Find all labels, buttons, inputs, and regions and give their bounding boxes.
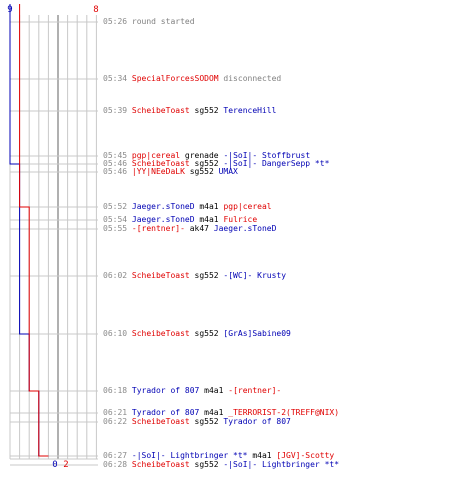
player-name: ScheibeToast [131, 159, 190, 168]
event-time: 06:21 [103, 408, 132, 417]
event-time: 05:52 [103, 202, 132, 211]
event-time: 05:34 [103, 74, 132, 83]
blue-start-score: 9 [7, 5, 12, 15]
player-name: -[rentner]- [131, 224, 185, 233]
player-name: [GrAs]Sabine09 [223, 329, 291, 338]
event-time: 06:27 [103, 451, 132, 460]
event-time: 05:46 [103, 159, 132, 168]
event-row: 06:10 ScheibeToast sg552 [GrAs]Sabine09 [103, 330, 291, 338]
player-name: pgp|cereal [131, 151, 181, 160]
weapon-name: sg552 [189, 329, 224, 338]
event-time: 05:46 [103, 167, 132, 176]
player-name: ScheibeToast [131, 329, 190, 338]
event-row: 06:02 ScheibeToast sg552 -[WC]- Krusty [103, 272, 286, 280]
blue-end-score: 0 [52, 460, 57, 470]
weapon-name: sg552 [189, 417, 224, 426]
weapon-name: sg552 [184, 167, 219, 176]
player-name: Tyrador of 807 [223, 417, 291, 426]
event-row: 06:21 Tyrador of 807 m4a1 _TERRORIST-2(T… [103, 409, 339, 417]
event-row: 05:26 round started [103, 18, 195, 26]
event-row: 05:45 pgp|cereal grenade -|SoI|- Stoffbr… [103, 152, 310, 160]
weapon-name: m4a1 [194, 215, 224, 224]
event-row: 05:39 ScheibeToast sg552 TerenceHill [103, 107, 276, 115]
event-row: 06:27 -|SoI|- Lightbringer *t* m4a1 [JGV… [103, 452, 334, 460]
event-row: 05:54 Jaeger.sToneD m4a1 Fulrice [103, 216, 257, 224]
player-name: -|SoI|- Lightbringer *t* [131, 451, 248, 460]
player-name: -[WC]- Krusty [223, 271, 287, 280]
player-name: Tyrador of 807 [131, 386, 200, 395]
player-name: Fulrice [223, 215, 258, 224]
event-time: 05:54 [103, 215, 132, 224]
player-name: Jaeger.sToneD [131, 202, 195, 211]
player-name: -|SoI|- Lightbringer *t* [223, 460, 340, 469]
event-row: 05:46 ScheibeToast sg552 -|SoI|- DangerS… [103, 160, 329, 168]
event-row: 05:46 |YY|NEeDaLK sg552 UMAX [103, 168, 238, 176]
event-time: 06:18 [103, 386, 132, 395]
weapon-name: sg552 [189, 460, 224, 469]
event-time: 05:26 [103, 17, 132, 26]
weapon-name: grenade [180, 151, 224, 160]
weapon-name: sg552 [189, 159, 224, 168]
player-name: ScheibeToast [131, 460, 190, 469]
event-time: 05:45 [103, 151, 132, 160]
event-time: 06:10 [103, 329, 132, 338]
event-time: 06:02 [103, 271, 132, 280]
weapon-name: m4a1 [194, 202, 224, 211]
event-row: 06:28 ScheibeToast sg552 -|SoI|- Lightbr… [103, 461, 339, 469]
player-name: pgp|cereal [223, 202, 272, 211]
player-name: ScheibeToast [131, 106, 190, 115]
event-text: disconnected [218, 74, 282, 83]
red-start-score: 8 [93, 5, 98, 15]
player-name: TerenceHill [223, 106, 277, 115]
player-name: _TERRORIST-2(TREFF@NIX) [228, 408, 340, 417]
event-time: 06:22 [103, 417, 132, 426]
player-name: [JGV]-Scotty [276, 451, 335, 460]
event-time: 05:39 [103, 106, 132, 115]
weapon-name: m4a1 [199, 386, 229, 395]
event-row: 05:34 SpecialForcesSODOM disconnected [103, 75, 281, 83]
player-name: SpecialForcesSODOM [131, 74, 219, 83]
weapon-name: m4a1 [247, 451, 277, 460]
player-name: Tyrador of 807 [131, 408, 200, 417]
player-name: -|SoI|- DangerSepp *t* [223, 159, 330, 168]
event-time: 05:55 [103, 224, 132, 233]
player-name: -[rentner]- [228, 386, 282, 395]
player-name: -|SoI|- Stoffbrust [223, 151, 311, 160]
weapon-name: sg552 [189, 271, 224, 280]
weapon-name: sg552 [189, 106, 224, 115]
weapon-name: m4a1 [199, 408, 229, 417]
event-row: 05:52 Jaeger.sToneD m4a1 pgp|cereal [103, 203, 272, 211]
event-row: 06:18 Tyrador of 807 m4a1 -[rentner]- [103, 387, 281, 395]
red-team-score-line [19, 4, 49, 457]
player-name: |YY|NEeDaLK [131, 167, 185, 176]
player-name: ScheibeToast [131, 271, 190, 280]
player-name: Jaeger.sToneD [131, 215, 195, 224]
event-text: round started [131, 17, 195, 26]
weapon-name: ak47 [184, 224, 214, 233]
player-name: Jaeger.sToneD [213, 224, 277, 233]
player-name: ScheibeToast [131, 417, 190, 426]
event-row: 06:22 ScheibeToast sg552 Tyrador of 807 [103, 418, 291, 426]
player-name: UMAX [218, 167, 238, 176]
event-row: 05:55 -[rentner]- ak47 Jaeger.sToneD [103, 225, 276, 233]
event-time: 06:28 [103, 460, 132, 469]
red-end-score: 2 [63, 460, 68, 470]
